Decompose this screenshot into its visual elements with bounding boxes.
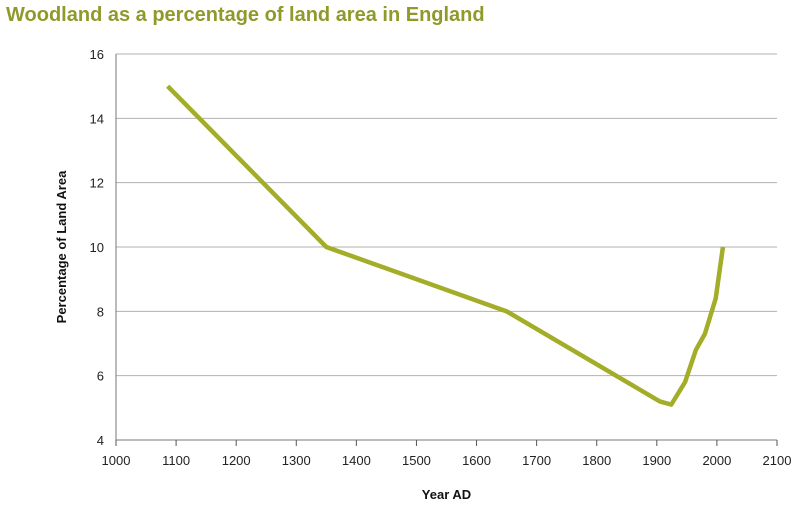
y-axis-label: Percentage of Land Area — [54, 170, 69, 323]
x-tick-label: 1600 — [462, 453, 491, 468]
x-tick-label: 1300 — [282, 453, 311, 468]
x-tick-label: 2100 — [763, 453, 792, 468]
x-tick-label: 1100 — [162, 453, 190, 468]
x-tick-label: 1500 — [402, 453, 431, 468]
y-tick-label: 6 — [97, 369, 104, 384]
x-tick-label: 1700 — [522, 453, 551, 468]
y-tick-label: 14 — [90, 111, 104, 126]
series-line — [166, 84, 726, 407]
y-tick-label: 16 — [90, 47, 104, 62]
y-tick-label: 8 — [97, 304, 104, 319]
x-tick-label: 1800 — [582, 453, 611, 468]
x-axis-label: Year AD — [422, 487, 471, 502]
chart-title: Woodland as a percentage of land area in… — [6, 4, 485, 26]
x-tick-label: 1400 — [342, 453, 371, 468]
y-tick-label: 10 — [90, 240, 104, 255]
y-tick-label: 12 — [90, 176, 104, 191]
x-tick-label: 1900 — [642, 453, 671, 468]
x-tick-label: 1000 — [102, 453, 131, 468]
y-tick-label: 4 — [97, 433, 104, 448]
x-tick-label: 2000 — [702, 453, 731, 468]
x-tick-label: 1200 — [222, 453, 251, 468]
